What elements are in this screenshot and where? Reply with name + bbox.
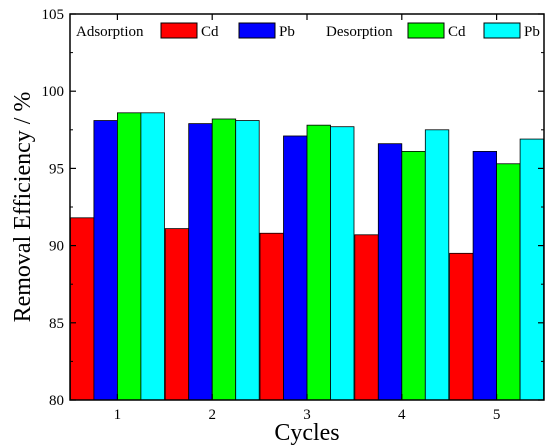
- bar-desorption-cd-cycle-3: [306, 124, 331, 401]
- bar-desorption-pb-cycle-2: [235, 120, 260, 401]
- y-tick-label: 80: [49, 393, 64, 409]
- x-tick-label: 4: [398, 407, 406, 423]
- legend-swatch-desorption-pb: [483, 22, 521, 39]
- legend-label-adsorption-pb: Pb: [279, 24, 295, 40]
- legend-swatch-adsorption-pb: [238, 22, 276, 39]
- legend-label-desorption-cd: Cd: [448, 24, 466, 40]
- y-tick-label: 90: [49, 239, 64, 255]
- bar-adsorption-cd-cycle-4: [354, 234, 379, 401]
- x-tick-label: 2: [208, 407, 216, 423]
- legend-group-adsorption: Adsorption: [76, 24, 144, 40]
- legend-swatch-desorption-cd: [407, 22, 445, 39]
- x-tick-label: 1: [114, 407, 122, 423]
- bar-desorption-cd-cycle-2: [211, 118, 237, 401]
- x-axis: 1 2 3 4 5: [114, 14, 501, 423]
- y-axis-title: Removal Efficiency / %: [10, 92, 36, 323]
- y-tick-label: 100: [42, 84, 65, 100]
- y-tick-label: 85: [49, 316, 64, 332]
- x-axis-title: Cycles: [274, 420, 339, 446]
- legend: Adsorption Cd Pb Desorption Cd Pb: [76, 22, 540, 40]
- bar-desorption-pb-cycle-4: [424, 129, 450, 401]
- bars-layer: [70, 112, 544, 401]
- bar-adsorption-pb-cycle-3: [283, 135, 308, 401]
- legend-label-adsorption-cd: Cd: [201, 24, 219, 40]
- bar-adsorption-pb-cycle-4: [377, 143, 403, 401]
- bar-desorption-pb-cycle-1: [140, 112, 165, 401]
- bar-desorption-cd-cycle-4: [401, 151, 426, 401]
- bar-adsorption-cd-cycle-2: [164, 228, 190, 401]
- bar-adsorption-cd-cycle-3: [259, 232, 284, 401]
- bar-desorption-cd-cycle-5: [496, 163, 521, 401]
- x-tick-label: 5: [493, 407, 501, 423]
- bar-adsorption-pb-cycle-1: [93, 120, 118, 401]
- bar-desorption-cd-cycle-1: [117, 112, 142, 401]
- bar-adsorption-cd-cycle-5: [449, 252, 474, 401]
- x-tick-label: 3: [303, 407, 311, 423]
- legend-group-desorption: Desorption: [326, 24, 393, 40]
- legend-label-desorption-pb: Pb: [524, 24, 540, 40]
- y-tick-label: 95: [49, 161, 64, 177]
- bar-desorption-pb-cycle-3: [330, 126, 355, 401]
- y-axis: 80 85 90 95 100 105: [42, 7, 544, 409]
- bar-adsorption-pb-cycle-5: [472, 151, 498, 401]
- y-tick-label: 105: [42, 7, 65, 23]
- bar-desorption-pb-cycle-5: [519, 138, 544, 401]
- bar-adsorption-pb-cycle-2: [188, 123, 213, 401]
- legend-swatch-adsorption-cd: [160, 22, 198, 39]
